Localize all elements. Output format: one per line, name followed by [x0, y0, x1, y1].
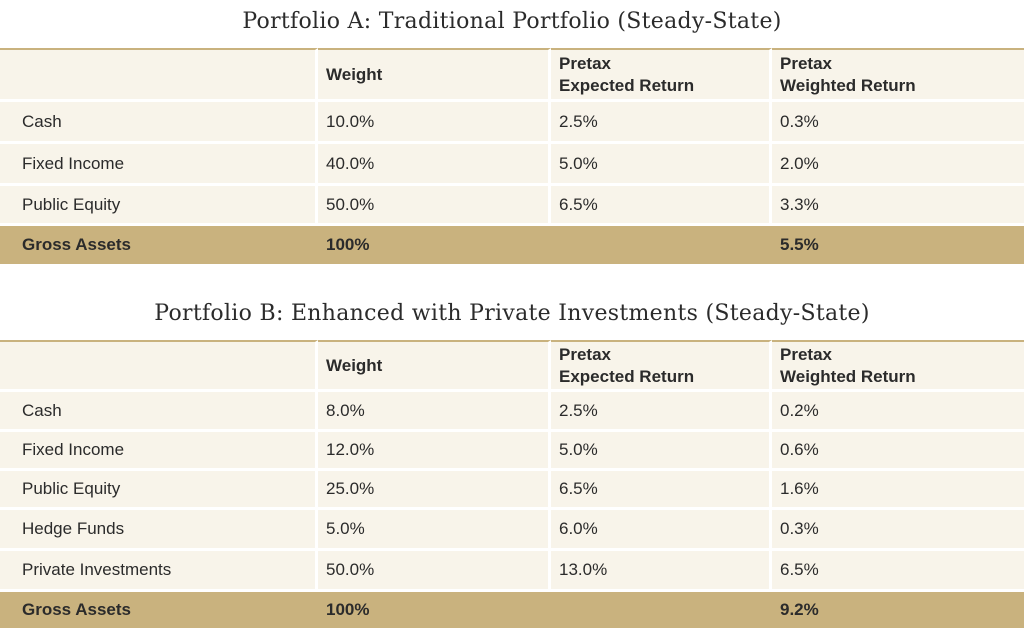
expected-cell: 2.5%: [551, 102, 772, 144]
table-row: Hedge Funds 5.0% 6.0% 0.3%: [0, 510, 1024, 551]
header-asset: [0, 340, 318, 392]
asset-cell: Fixed Income: [0, 432, 318, 471]
portfolio-b-table: Weight Pretax Expected Return Pretax Weigh…: [0, 340, 1024, 628]
header-expected-return: Pretax Expected Return: [551, 48, 772, 102]
header-row: Weight Pretax Expected Return Pretax Weigh…: [0, 340, 1024, 392]
table-row: Public Equity 25.0% 6.5% 1.6%: [0, 471, 1024, 510]
header-weighted-line1: Pretax: [780, 53, 832, 73]
weighted-cell: 3.3%: [772, 186, 1024, 226]
expected-cell: 6.0%: [551, 510, 772, 551]
weighted-cell: 0.6%: [772, 432, 1024, 471]
weight-cell: 8.0%: [318, 392, 551, 432]
header-weighted-line1: Pretax: [780, 344, 832, 364]
total-expected-cell: [551, 592, 772, 628]
asset-cell: Public Equity: [0, 186, 318, 226]
total-asset-cell: Gross Assets: [0, 226, 318, 264]
portfolio-b-section: Portfolio B: Enhanced with Private Inves…: [0, 296, 1024, 628]
weight-cell: 40.0%: [318, 144, 551, 186]
header-weighted-line2: Weighted Return: [780, 75, 916, 95]
weight-cell: 25.0%: [318, 471, 551, 510]
weighted-cell: 0.2%: [772, 392, 1024, 432]
header-expected-line1: Pretax: [559, 344, 611, 364]
weight-cell: 50.0%: [318, 551, 551, 592]
total-row: Gross Assets 100% 5.5%: [0, 226, 1024, 264]
total-weighted-cell: 9.2%: [772, 592, 1024, 628]
asset-cell: Cash: [0, 102, 318, 144]
header-weight: Weight: [318, 48, 551, 102]
table-row: Fixed Income 40.0% 5.0% 2.0%: [0, 144, 1024, 186]
total-expected-cell: [551, 226, 772, 264]
header-asset: [0, 48, 318, 102]
weight-cell: 50.0%: [318, 186, 551, 226]
weighted-cell: 2.0%: [772, 144, 1024, 186]
header-weighted-return: Pretax Weighted Return: [772, 48, 1024, 102]
table-row: Public Equity 50.0% 6.5% 3.3%: [0, 186, 1024, 226]
header-expected-line2: Expected Return: [559, 75, 695, 95]
weighted-cell: 0.3%: [772, 510, 1024, 551]
expected-cell: 6.5%: [551, 471, 772, 510]
expected-cell: 2.5%: [551, 392, 772, 432]
weight-cell: 10.0%: [318, 102, 551, 144]
asset-cell: Private Investments: [0, 551, 318, 592]
header-weight: Weight: [318, 340, 551, 392]
header-expected-return: Pretax Expected Return: [551, 340, 772, 392]
portfolio-a-title: Portfolio A: Traditional Portfolio (Stea…: [242, 9, 782, 34]
expected-cell: 6.5%: [551, 186, 772, 226]
total-weighted-cell: 5.5%: [772, 226, 1024, 264]
asset-cell: Public Equity: [0, 471, 318, 510]
total-asset-cell: Gross Assets: [0, 592, 318, 628]
header-row: Weight Pretax Expected Return Pretax Weigh…: [0, 48, 1024, 102]
header-expected-line1: Pretax: [559, 53, 611, 73]
expected-cell: 5.0%: [551, 432, 772, 471]
total-weight-cell: 100%: [318, 592, 551, 628]
asset-cell: Fixed Income: [0, 144, 318, 186]
header-weighted-return: Pretax Weighted Return: [772, 340, 1024, 392]
portfolio-a-section: Portfolio A: Traditional Portfolio (Stea…: [0, 4, 1024, 264]
weighted-cell: 0.3%: [772, 102, 1024, 144]
weighted-cell: 1.6%: [772, 471, 1024, 510]
total-row: Gross Assets 100% 9.2%: [0, 592, 1024, 628]
weight-cell: 5.0%: [318, 510, 551, 551]
expected-cell: 5.0%: [551, 144, 772, 186]
expected-cell: 13.0%: [551, 551, 772, 592]
table-row: Private Investments 50.0% 13.0% 6.5%: [0, 551, 1024, 592]
header-expected-line2: Expected Return: [559, 366, 695, 386]
total-weight-cell: 100%: [318, 226, 551, 264]
portfolio-a-table: Weight Pretax Expected Return Pretax Weigh…: [0, 48, 1024, 264]
header-weighted-line2: Weighted Return: [780, 366, 916, 386]
weight-cell: 12.0%: [318, 432, 551, 471]
asset-cell: Hedge Funds: [0, 510, 318, 551]
portfolio-b-title: Portfolio B: Enhanced with Private Inves…: [154, 301, 870, 326]
weighted-cell: 6.5%: [772, 551, 1024, 592]
table-row: Cash 10.0% 2.5% 0.3%: [0, 102, 1024, 144]
table-row: Cash 8.0% 2.5% 0.2%: [0, 392, 1024, 432]
asset-cell: Cash: [0, 392, 318, 432]
table-row: Fixed Income 12.0% 5.0% 0.6%: [0, 432, 1024, 471]
